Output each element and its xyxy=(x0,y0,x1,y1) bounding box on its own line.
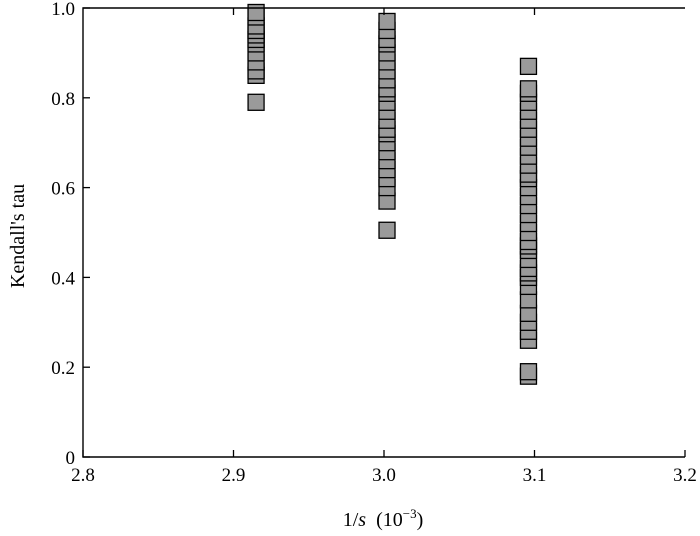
x-axis-title-main: 1/ xyxy=(343,509,359,531)
x-tick-label: 3.0 xyxy=(372,465,396,486)
x-tick-label: 3.2 xyxy=(673,465,697,486)
x-axis-title-unit: (10 xyxy=(376,509,403,531)
y-tick-label: 0.6 xyxy=(51,179,75,200)
x-tick-label: 3.1 xyxy=(523,465,547,486)
x-axis-title-close: ) xyxy=(417,509,424,531)
ticks-layer: 2.8 2.9 3.0 3.1 3.2 0 0.2 0.4 0.6 0.8 1.0 xyxy=(51,0,697,486)
x-tick-label: 2.8 xyxy=(71,465,95,486)
data-point xyxy=(378,12,396,31)
y-tick-label: 0.4 xyxy=(51,268,75,289)
y-tick-label: 0 xyxy=(66,448,76,469)
x-axis-title-var: s xyxy=(358,509,366,531)
markers-layer xyxy=(247,3,538,385)
data-point xyxy=(519,57,538,76)
data-point xyxy=(247,3,265,22)
data-point xyxy=(519,80,538,98)
y-tick-label: 0.2 xyxy=(51,358,75,379)
x-axis-title: 1/s (10−3) xyxy=(343,506,424,531)
y-tick-label: 1.0 xyxy=(51,0,75,20)
data-point xyxy=(378,221,396,239)
y-axis-title: Kendall's tau xyxy=(7,184,29,288)
x-axis-title-exp: −3 xyxy=(403,506,417,521)
data-point xyxy=(519,363,538,381)
x-tick-label: 2.9 xyxy=(222,465,246,486)
y-tick-label: 0.8 xyxy=(51,89,75,110)
data-point xyxy=(247,93,265,111)
